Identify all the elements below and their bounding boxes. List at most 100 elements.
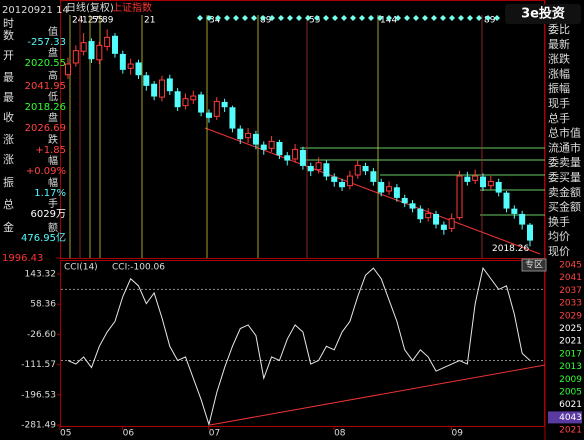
candle-body	[464, 176, 471, 182]
cci-line	[67, 266, 531, 427]
diamond	[314, 15, 320, 21]
side-item: 均价	[548, 230, 570, 243]
candle-body	[409, 203, 416, 209]
candle-body	[519, 213, 526, 225]
date: 20120921 14	[2, 5, 69, 16]
diamond	[197, 15, 203, 21]
ladder-price: 2005	[559, 388, 582, 398]
diamond	[341, 15, 347, 21]
period: 日线(复权)	[66, 1, 114, 14]
quote-value: +1.85	[35, 145, 66, 156]
candle-body	[370, 171, 377, 182]
candle-body	[323, 163, 330, 177]
candle-body	[448, 218, 455, 229]
price-axis-label: 1996.43	[2, 253, 43, 264]
zone-button-label[interactable]: 专区	[525, 259, 543, 271]
candle-body	[276, 141, 283, 156]
trend-line	[209, 364, 546, 426]
quote-value: 1.17%	[34, 188, 66, 199]
candle-body	[425, 212, 432, 219]
golden-lines	[300, 147, 545, 216]
candle-body	[65, 63, 71, 76]
side-item: 卖金额	[548, 185, 581, 199]
quote-label: 收	[3, 110, 14, 124]
quote-label: 开	[3, 49, 14, 62]
diamond	[260, 15, 266, 21]
candle-body	[260, 144, 267, 150]
candle-body	[346, 175, 353, 187]
quote-value: 6029万	[31, 209, 66, 220]
ladder-price: 2037	[559, 286, 582, 296]
diamond	[377, 15, 383, 21]
side-item: 总市值	[548, 126, 581, 140]
y-tick-label: -26.60	[27, 330, 56, 340]
zone-button[interactable]	[521, 258, 547, 272]
quote-label: 涨	[3, 153, 14, 166]
candle-body	[221, 101, 228, 108]
diamond	[467, 15, 473, 21]
candle-body	[472, 175, 479, 181]
candle-body	[151, 83, 158, 97]
quote-value: 2018.26	[25, 102, 66, 113]
candle-body	[292, 148, 299, 160]
quote-label: 数	[3, 29, 14, 42]
diamond	[296, 15, 302, 21]
quote-key: 盘	[48, 111, 58, 124]
quote-value: -257.33	[27, 37, 66, 48]
diamond	[215, 15, 221, 21]
candle-body	[229, 107, 236, 129]
candle-body	[158, 79, 165, 98]
candle-body	[503, 192, 510, 209]
candle-body	[440, 224, 447, 230]
diamond	[305, 15, 311, 21]
quote-key: 高	[48, 69, 58, 82]
quote-label: 振	[3, 175, 14, 189]
quote-label: 时	[3, 17, 14, 30]
diamond	[386, 15, 392, 21]
ladder-price: 2045	[559, 261, 582, 271]
candle-body	[213, 100, 220, 117]
side-item: 委卖量	[548, 156, 581, 169]
quote-value: 2020.55	[25, 58, 66, 69]
logo-box	[505, 4, 581, 24]
diamond	[368, 15, 374, 21]
candle-body	[190, 95, 197, 101]
quote-value: 476.95亿	[21, 231, 66, 244]
y-tick-label: 58.36	[30, 300, 56, 310]
side-item: 现价	[548, 245, 570, 258]
candle-body	[245, 132, 252, 139]
candle-body	[362, 165, 369, 172]
candle-body	[386, 186, 393, 192]
candle-body	[72, 50, 79, 64]
candle-body	[127, 63, 134, 69]
diamond	[458, 15, 464, 21]
candle-body	[198, 94, 205, 113]
candle-body	[237, 128, 244, 140]
quote-label: 涨	[3, 133, 14, 146]
quote-key: 盘	[48, 46, 58, 59]
diamond	[224, 15, 230, 21]
candle-body	[378, 181, 385, 193]
quote-label: 最	[3, 91, 14, 104]
candle-body	[166, 78, 173, 92]
fib-label: 89	[260, 16, 272, 26]
diamond	[251, 15, 257, 21]
candle-body	[307, 165, 314, 172]
candle-body	[495, 181, 502, 193]
diamond	[431, 15, 437, 21]
candle-body	[284, 155, 291, 161]
diamond	[422, 15, 428, 21]
ladder-price: 2013	[559, 362, 582, 372]
diamond	[413, 15, 419, 21]
ladder-price: 2021	[559, 426, 582, 436]
side-item: 委买量	[548, 171, 581, 184]
diamond	[485, 15, 491, 21]
side-item: 买金额	[548, 200, 581, 214]
quote-key: 跌	[48, 133, 58, 146]
fib-label: 24	[72, 16, 84, 26]
diamond	[242, 15, 248, 21]
side-item: 流通市	[548, 140, 581, 154]
diamond	[449, 15, 455, 21]
side-item: 涨跌	[548, 52, 570, 66]
quote-key: 额	[48, 221, 58, 234]
